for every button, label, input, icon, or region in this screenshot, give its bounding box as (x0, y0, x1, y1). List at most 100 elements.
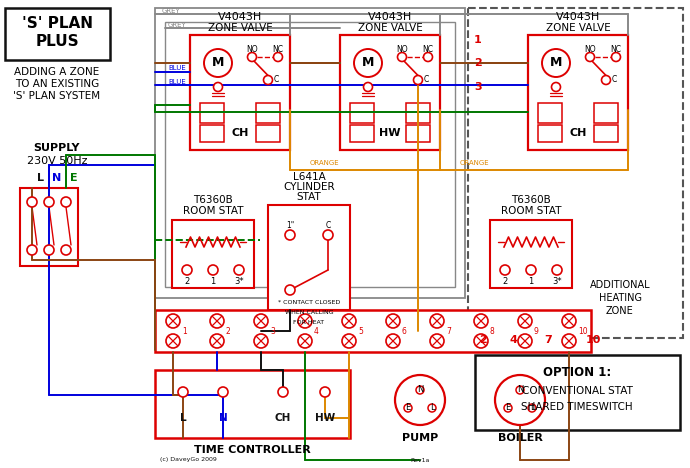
Text: L: L (179, 413, 186, 423)
Text: PUMP: PUMP (402, 433, 438, 443)
Circle shape (430, 334, 444, 348)
Bar (538, 125, 562, 142)
Circle shape (298, 334, 312, 348)
Text: WHEN CALLING: WHEN CALLING (285, 310, 333, 315)
Text: 10: 10 (578, 327, 588, 336)
Circle shape (342, 314, 356, 328)
Circle shape (204, 49, 232, 77)
Text: 1: 1 (210, 278, 215, 286)
Text: 5: 5 (358, 327, 363, 336)
Text: 6: 6 (402, 327, 407, 336)
Circle shape (397, 52, 406, 61)
Text: T6360B: T6360B (511, 195, 551, 205)
Text: E: E (70, 173, 78, 183)
Text: V4043H: V4043H (368, 12, 412, 22)
Text: 8: 8 (490, 327, 495, 336)
Text: ORANGE: ORANGE (310, 160, 339, 166)
Bar (5, 8, 110, 60)
Bar (268, 205, 350, 310)
Text: NO: NO (396, 45, 408, 54)
Text: M: M (212, 57, 224, 70)
Circle shape (562, 334, 576, 348)
Text: 10: 10 (585, 335, 601, 345)
Text: NO: NO (246, 45, 258, 54)
Circle shape (516, 386, 524, 394)
Text: TIME CONTROLLER: TIME CONTROLLER (194, 445, 310, 455)
Text: 1": 1" (286, 220, 294, 229)
Text: N: N (417, 386, 423, 395)
Circle shape (218, 387, 228, 397)
Circle shape (424, 52, 433, 61)
Text: C: C (611, 75, 617, 85)
Bar (200, 125, 224, 142)
Text: C: C (273, 75, 279, 85)
Bar (155, 8, 465, 298)
Circle shape (518, 314, 532, 328)
Circle shape (273, 52, 282, 61)
Circle shape (416, 386, 424, 394)
Text: ROOM STAT: ROOM STAT (183, 206, 244, 216)
Text: L: L (430, 403, 434, 412)
Text: 3*: 3* (552, 278, 562, 286)
Circle shape (551, 82, 560, 92)
Text: CH: CH (275, 413, 291, 423)
Bar (350, 125, 374, 142)
Circle shape (518, 334, 532, 348)
Circle shape (182, 265, 192, 275)
Text: ZONE VALVE: ZONE VALVE (546, 23, 611, 33)
Text: (c) DaveyGo 2009: (c) DaveyGo 2009 (160, 458, 217, 462)
Bar (200, 103, 224, 123)
Circle shape (504, 404, 512, 412)
Text: PLUS: PLUS (35, 35, 79, 50)
Text: NO: NO (584, 45, 595, 54)
Bar (594, 103, 618, 123)
Text: NC: NC (611, 45, 622, 54)
Circle shape (562, 314, 576, 328)
Text: CH: CH (231, 128, 248, 138)
Bar (256, 125, 280, 142)
Circle shape (430, 314, 444, 328)
Circle shape (166, 334, 180, 348)
Text: L: L (37, 173, 43, 183)
Text: 1: 1 (474, 35, 482, 45)
Circle shape (61, 197, 71, 207)
Text: 230V 50Hz: 230V 50Hz (27, 156, 87, 166)
Circle shape (364, 82, 373, 92)
Text: 9: 9 (534, 327, 539, 336)
Circle shape (234, 265, 244, 275)
Text: 3: 3 (270, 327, 275, 336)
Circle shape (44, 197, 54, 207)
Circle shape (528, 404, 536, 412)
Bar (256, 103, 280, 123)
Text: V4043H: V4043H (218, 12, 262, 22)
Text: 7: 7 (446, 327, 451, 336)
Text: V4043H: V4043H (556, 12, 600, 22)
Text: 2: 2 (479, 335, 487, 345)
Text: M: M (362, 57, 374, 70)
Text: ADDITIONAL: ADDITIONAL (590, 280, 650, 290)
Circle shape (500, 265, 510, 275)
Circle shape (320, 387, 330, 397)
Circle shape (611, 52, 620, 61)
Text: ROOM STAT: ROOM STAT (501, 206, 561, 216)
Circle shape (474, 314, 488, 328)
Text: N: N (52, 173, 61, 183)
Circle shape (166, 314, 180, 328)
Text: N: N (517, 386, 523, 395)
Bar (172, 220, 254, 288)
Circle shape (602, 75, 611, 85)
Text: NC: NC (422, 45, 433, 54)
Text: 1: 1 (182, 327, 187, 336)
Circle shape (61, 245, 71, 255)
Bar (350, 103, 374, 123)
Text: 2: 2 (474, 58, 482, 68)
Text: ADDING A ZONE: ADDING A ZONE (14, 67, 99, 77)
Text: ZONE: ZONE (606, 306, 634, 316)
Text: FOR HEAT: FOR HEAT (293, 320, 324, 324)
Circle shape (413, 75, 422, 85)
Circle shape (354, 49, 382, 77)
Circle shape (264, 75, 273, 85)
Text: Rev1a: Rev1a (411, 458, 430, 462)
Circle shape (248, 52, 257, 61)
Circle shape (44, 245, 54, 255)
